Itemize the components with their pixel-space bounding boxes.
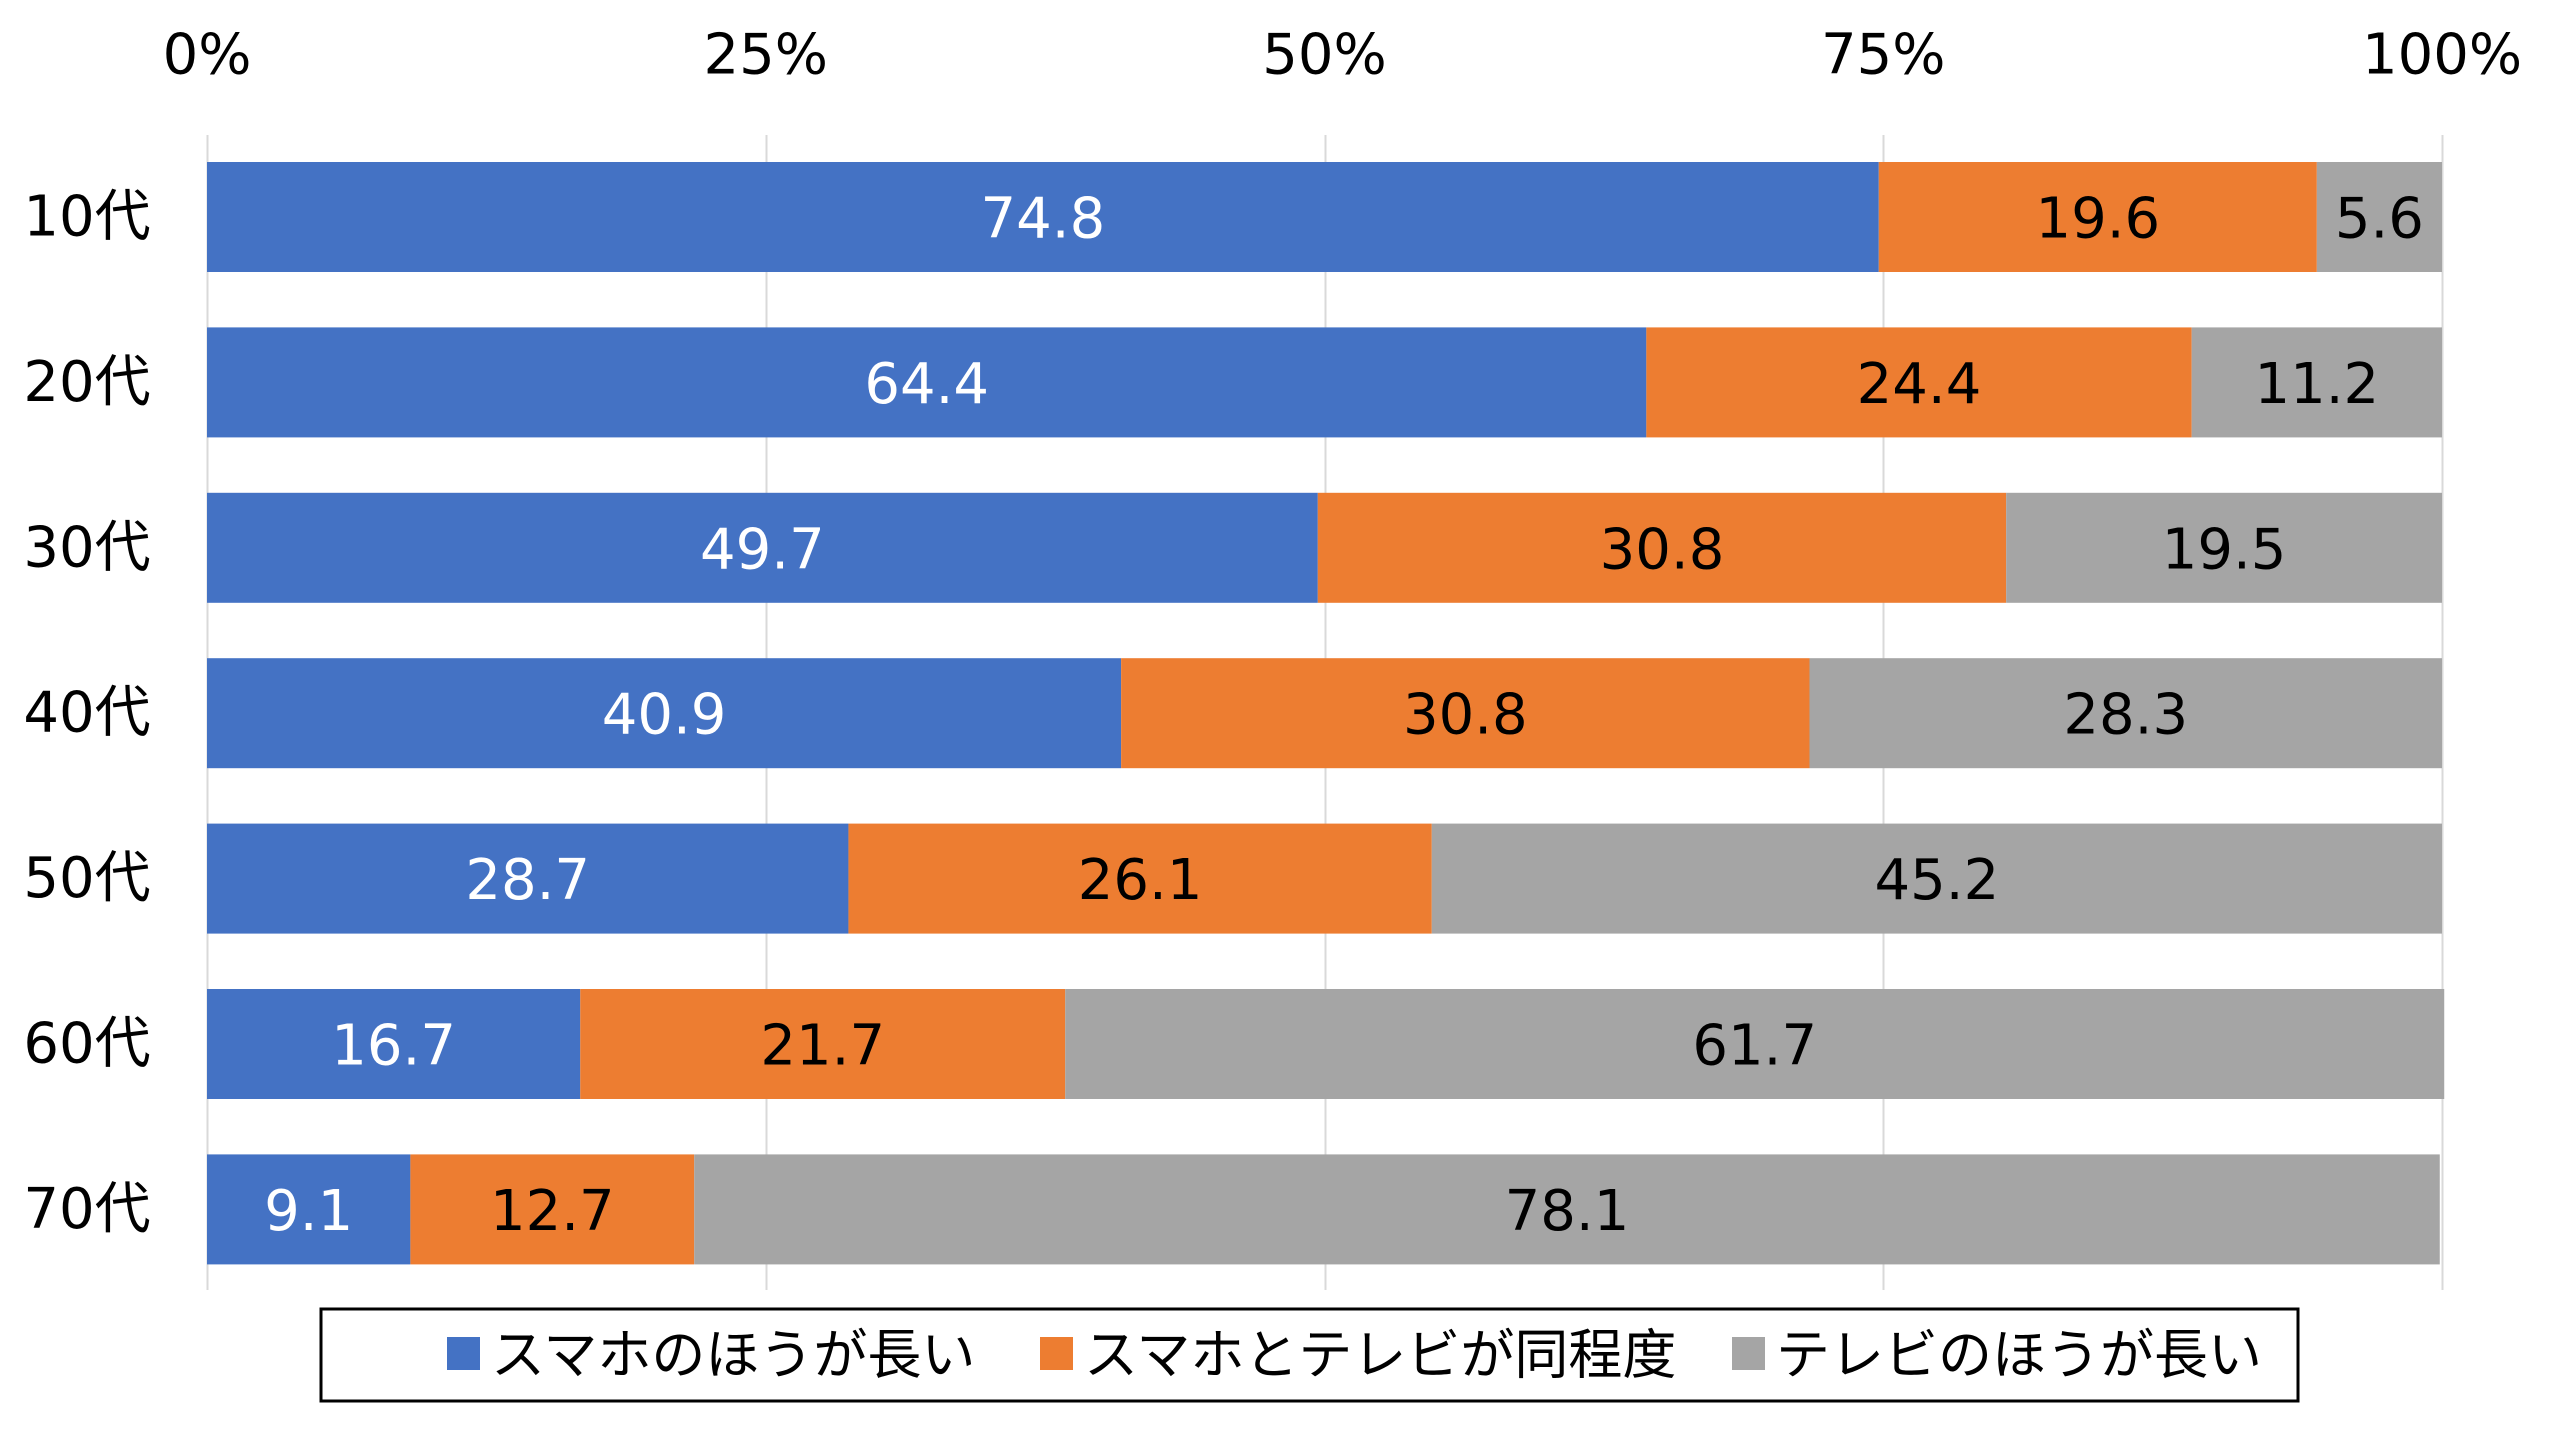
data-label: 19.5	[2162, 517, 2287, 582]
data-label: 78.1	[1505, 1179, 1630, 1244]
data-label: 21.7	[760, 1014, 885, 1079]
legend-border	[319, 1307, 2300, 1403]
data-label: 9.1	[264, 1179, 353, 1244]
legend-swatch	[447, 1337, 480, 1370]
data-labels: 74.8 19.6 5.6 64.4 24.4 11.2 49.7 30.8 19.5 40.9 3…	[264, 187, 2424, 1244]
legend-label: テレビのほうが長い	[1776, 1324, 2262, 1387]
data-label: 74.8	[981, 187, 1106, 252]
bars	[207, 162, 2445, 1265]
category-label: 20代	[23, 350, 150, 415]
bar-segment	[1317, 492, 2007, 603]
legend-label: スマホとテレビが同程度	[1084, 1324, 1676, 1387]
data-label: 19.6	[2035, 187, 2160, 252]
category-label: 40代	[23, 681, 150, 746]
data-label: 28.7	[465, 848, 590, 913]
category-label: 30代	[23, 515, 150, 580]
bar-segment	[2316, 162, 2442, 272]
bar-segment	[848, 823, 1432, 934]
data-label: 12.7	[490, 1179, 615, 1244]
bar-segment	[207, 492, 1318, 603]
bar-segment	[1646, 327, 2192, 438]
bar-segment	[207, 658, 1122, 769]
x-tick-label: 25%	[704, 23, 828, 88]
data-label: 30.8	[1403, 683, 1528, 748]
bar-segment	[2006, 492, 2442, 603]
bar-segment	[207, 327, 1647, 438]
bar-segment	[2191, 327, 2442, 438]
bar-segment	[207, 1154, 411, 1265]
bar-segment	[1431, 823, 2442, 934]
category-label: 50代	[23, 846, 150, 911]
legend-label: スマホのほうが長い	[491, 1324, 975, 1387]
data-label: 5.6	[2335, 187, 2424, 252]
x-tick-label: 50%	[1262, 23, 1386, 88]
legend: スマホのほうが長い スマホとテレビが同程度 テレビのほうが長い	[319, 1307, 2300, 1403]
category-label: 70代	[23, 1177, 150, 1242]
category-label: 60代	[23, 1012, 150, 1077]
data-label: 28.3	[2063, 683, 2188, 748]
data-label: 11.2	[2254, 352, 2379, 417]
data-label: 24.4	[1857, 352, 1982, 417]
legend-swatch	[1040, 1337, 1073, 1370]
bar-segment	[694, 1154, 2440, 1265]
data-label: 40.9	[602, 683, 727, 748]
data-label: 30.8	[1600, 517, 1725, 582]
bar-segment	[580, 989, 1066, 1099]
bar-segment	[1121, 658, 1810, 769]
category-labels: 10代 20代 30代 40代 50代 60代 70代	[23, 185, 150, 1242]
x-tick-label: 0%	[163, 23, 252, 88]
bar-segment	[1065, 989, 2445, 1099]
x-axis-tick-labels: 0% 25% 50% 75% 100%	[163, 23, 2522, 88]
bar-segment	[207, 989, 581, 1099]
data-label: 26.1	[1078, 848, 1203, 913]
data-label: 16.7	[331, 1014, 456, 1079]
x-tick-label: 75%	[1821, 23, 1945, 88]
data-label: 61.7	[1692, 1014, 1817, 1079]
data-label: 49.7	[700, 517, 825, 582]
x-tick-label: 100%	[2362, 23, 2522, 88]
bar-segment	[1809, 658, 2442, 769]
bar-segment	[1878, 162, 2317, 272]
bar-segment	[410, 1154, 695, 1265]
data-label: 64.4	[864, 352, 989, 417]
data-label: 45.2	[1875, 848, 2000, 913]
legend-swatch	[1732, 1337, 1765, 1370]
category-label: 10代	[23, 185, 150, 250]
bar-segment	[207, 162, 1879, 272]
bar-segment	[207, 823, 849, 934]
